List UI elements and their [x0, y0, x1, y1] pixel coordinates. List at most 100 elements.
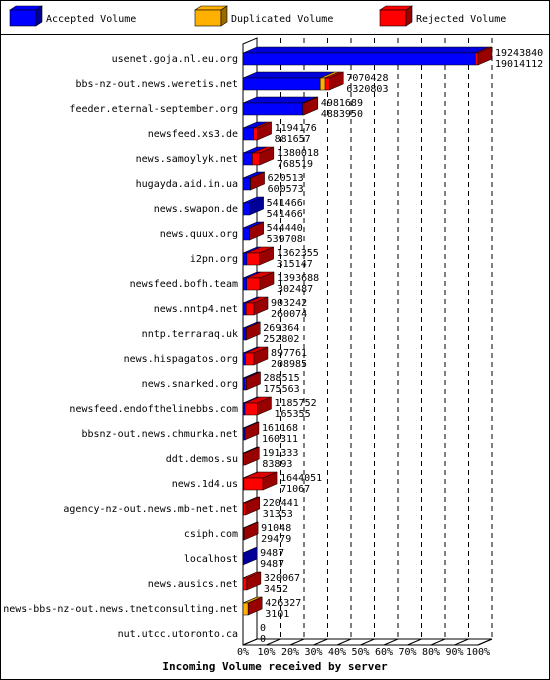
bar-side — [246, 321, 261, 341]
bar-side — [257, 396, 272, 416]
y-tick-label: news.snarked.org — [142, 379, 238, 390]
legend-label: Duplicated Volume — [231, 14, 333, 25]
total-label: 19243840 — [495, 48, 543, 59]
bar — [244, 402, 258, 416]
x-tick-label: 20% — [281, 647, 299, 658]
bar — [242, 202, 250, 216]
accepted-label: 3452 — [264, 584, 288, 595]
accepted-label: 252802 — [263, 334, 299, 345]
legend-box — [0, 0, 550, 35]
accepted-label: 600573 — [268, 184, 304, 195]
accepted-label: 260074 — [271, 309, 307, 320]
total-label: 1194176 — [275, 123, 317, 134]
total-label: 544440 — [267, 223, 303, 234]
bar-side — [259, 146, 275, 166]
total-label: 620513 — [268, 173, 304, 184]
y-tick-label: newsfeed.xs3.de — [148, 129, 238, 140]
y-tick-label: newsfeed.endofthelinebbs.com — [69, 404, 238, 415]
total-label: 9487 — [260, 548, 284, 559]
legend-swatch-side — [220, 5, 228, 27]
y-tick-label: hugayda.aid.in.ua — [136, 179, 238, 190]
accepted-label: 19014112 — [495, 59, 543, 70]
legend-swatch — [194, 9, 222, 27]
bar — [242, 377, 246, 391]
x-tick — [477, 638, 493, 646]
legend-label: Rejected Volume — [416, 14, 506, 25]
y-tick-label: news.swapon.de — [154, 204, 238, 215]
bar-side — [246, 571, 262, 591]
x-tick — [266, 638, 281, 646]
bar — [245, 302, 255, 316]
total-label: 269364 — [263, 323, 299, 334]
bar-side — [259, 246, 274, 266]
total-label: 1185752 — [274, 398, 316, 409]
bar — [242, 252, 248, 266]
y-tick-label: news.hispagatos.org — [124, 354, 238, 365]
accepted-label: 4883950 — [321, 109, 363, 120]
bar — [242, 152, 253, 166]
total-label: 897761 — [271, 348, 307, 359]
legend-swatch-side — [405, 5, 413, 27]
y-tick-label: agency-nz-out.news.mb-net.net — [63, 504, 238, 515]
accepted-label: 160311 — [262, 434, 298, 445]
y-tick-label: nntp.terraraq.uk — [142, 329, 238, 340]
bar — [324, 77, 330, 91]
x-tick-label: 30% — [304, 647, 322, 658]
bar — [242, 402, 246, 416]
accepted-label: 881657 — [275, 134, 311, 145]
y-tick-label: newsfeed.bofh.team — [130, 279, 238, 290]
x-tick — [360, 638, 375, 646]
bar — [243, 477, 264, 491]
total-label: 1644051 — [280, 473, 322, 484]
bar — [242, 77, 321, 91]
legend-swatch — [379, 9, 407, 27]
y-tick-label: news-bbs-nz-out.news.tnetconsulting.net — [3, 604, 238, 615]
x-tick — [383, 638, 399, 646]
total-label: 161168 — [262, 423, 298, 434]
bar-side — [249, 221, 264, 241]
bar-side — [242, 546, 258, 566]
y-tick-label: i2pn.org — [190, 254, 238, 265]
bar-side — [245, 446, 260, 466]
bar-side — [246, 371, 261, 391]
bar — [242, 127, 255, 141]
bar — [243, 502, 246, 516]
bar — [474, 52, 479, 66]
total-label: 1380018 — [277, 148, 319, 159]
accepted-label: 302487 — [277, 284, 313, 295]
y-tick-label: news.nntp4.net — [154, 304, 238, 315]
x-tick — [336, 638, 352, 646]
x-tick-label: 50% — [351, 647, 369, 658]
x-tick — [407, 638, 422, 646]
total-label: 1362355 — [277, 248, 319, 259]
total-label: 91048 — [261, 523, 291, 534]
accepted-label: 29479 — [261, 534, 291, 545]
y-tick-label: nut.utcc.utoronto.ca — [118, 629, 238, 640]
x-tick — [430, 638, 446, 646]
accepted-label: 31353 — [263, 509, 293, 520]
bar — [242, 277, 247, 291]
bar — [242, 227, 250, 241]
bar — [242, 52, 476, 66]
total-label: 220441 — [263, 498, 299, 509]
bar-side — [253, 346, 269, 366]
y-tick-label: bbsnz-out.news.chmurka.net — [81, 429, 238, 440]
accepted-label: 6320803 — [346, 84, 388, 95]
accepted-label: 9487 — [260, 559, 284, 570]
y-tick-label: news.ausics.net — [148, 579, 238, 590]
bar-side — [247, 596, 263, 616]
accepted-label: 208985 — [271, 359, 307, 370]
bar — [245, 352, 255, 366]
x-tick-label: 80% — [422, 647, 440, 658]
bar-side — [259, 271, 275, 291]
y-tick-label: news.samoylyk.net — [136, 154, 238, 165]
y-tick-label: news.quux.org — [160, 229, 238, 240]
accepted-label: 0 — [260, 634, 266, 645]
bar-side — [250, 171, 265, 191]
accepted-label: 539708 — [267, 234, 303, 245]
bar — [252, 152, 261, 166]
bar — [242, 577, 248, 591]
bar-side — [262, 471, 278, 491]
total-label: 426327 — [265, 598, 301, 609]
x-tick — [454, 638, 469, 646]
